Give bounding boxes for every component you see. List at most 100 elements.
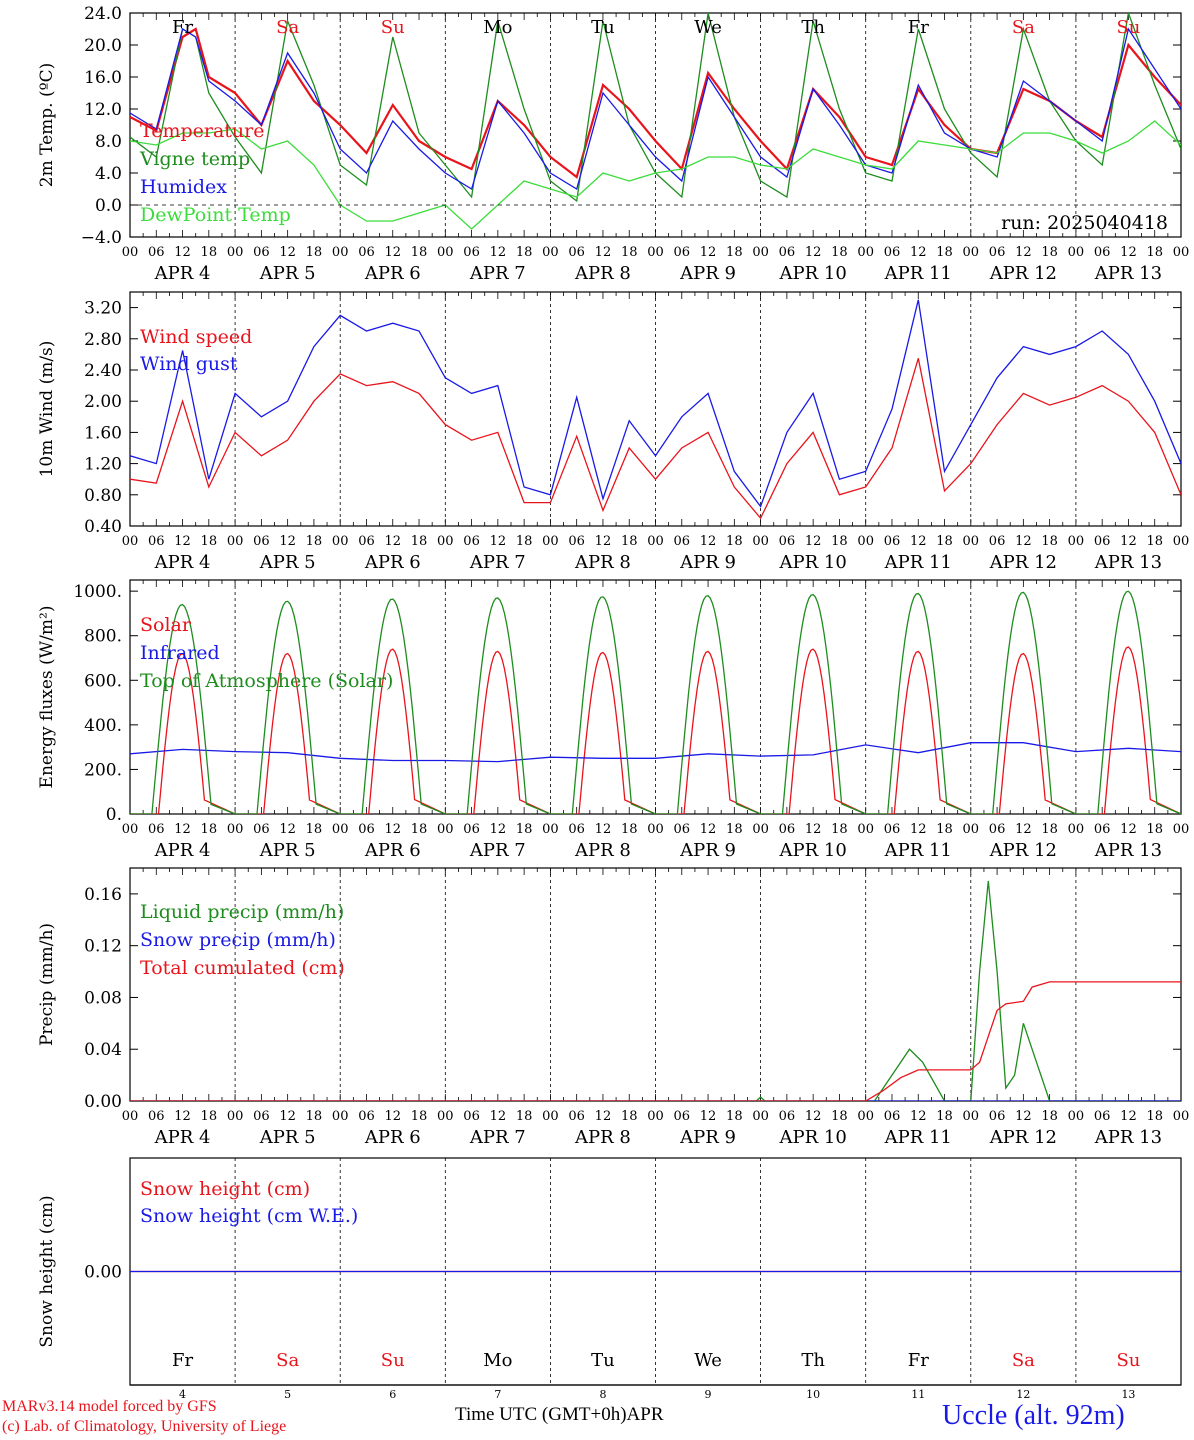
x-hour-label: 06 [989, 822, 1006, 837]
x-hour-label: 12 [490, 245, 507, 260]
x-hour-label: 00 [752, 822, 769, 837]
x-hour-label: 18 [1041, 534, 1058, 549]
y-tick-label: 20.0 [84, 36, 122, 56]
x-date-label: APR 13 [1094, 552, 1162, 573]
x-date-label: APR 11 [884, 840, 952, 861]
series-line-1 [130, 646, 1181, 814]
x-date-label: APR 12 [989, 552, 1057, 573]
x-date-label: APR 7 [469, 552, 526, 573]
x-hour-label: 00 [752, 1109, 769, 1124]
x-hour-label: 00 [542, 245, 559, 260]
x-hour-label: 06 [674, 1109, 691, 1124]
x-hour-label: 06 [1094, 245, 1111, 260]
x-hour-label: 06 [989, 245, 1006, 260]
x-hour-label: 12 [490, 1109, 507, 1124]
x-hour-label: 00 [332, 822, 349, 837]
x-hour-label: 00 [227, 1109, 244, 1124]
x-date-label: APR 6 [364, 263, 421, 284]
weekday-label-bottom: We [694, 1350, 722, 1371]
x-hour-label: 06 [568, 822, 585, 837]
x-date-label: APR 9 [679, 840, 736, 861]
x-date-label: APR 5 [259, 1127, 316, 1148]
x-date-label: APR 13 [1094, 1127, 1162, 1148]
x-date-label: APR 10 [779, 552, 847, 573]
x-hour-label: 12 [1015, 245, 1032, 260]
y-tick-label: 0.0 [95, 196, 122, 216]
x-hour-label: 00 [752, 245, 769, 260]
x-hour-label: 18 [201, 534, 218, 549]
x-hour-label: 18 [411, 1109, 428, 1124]
x-hour-label: 06 [253, 245, 270, 260]
y-tick-label: 0.04 [84, 1040, 122, 1060]
series-line-3 [130, 590, 1181, 814]
x-date-label: APR 12 [989, 1127, 1057, 1148]
x-hour-label: 12 [700, 534, 717, 549]
x-hour-label: 12 [910, 245, 927, 260]
date-number: 10 [806, 1388, 820, 1401]
x-hour-label: 18 [936, 822, 953, 837]
weekday-label: Tu [591, 17, 615, 38]
weekday-label-bottom: Su [381, 1350, 405, 1371]
x-hour-label: 12 [910, 534, 927, 549]
series-line-3 [130, 981, 1181, 1101]
x-hour-label: 12 [595, 534, 612, 549]
legend-entry: DewPoint Temp [140, 204, 291, 226]
x-hour-label: 06 [253, 1109, 270, 1124]
y-tick-label: 0.80 [84, 486, 122, 506]
x-hour-label: 00 [857, 245, 874, 260]
x-hour-label: 06 [884, 534, 901, 549]
y-tick-label: 0.00 [84, 1263, 122, 1283]
x-date-label: APR 5 [259, 840, 316, 861]
weekday-label-bottom: Mo [483, 1350, 512, 1371]
series-group [130, 590, 1181, 814]
x-hour-label: 06 [884, 822, 901, 837]
x-date-label: APR 5 [259, 552, 316, 573]
x-hour-label: 06 [148, 245, 165, 260]
x-hour-label: 06 [148, 1109, 165, 1124]
x-hour-label: 12 [805, 534, 822, 549]
x-date-label: APR 9 [679, 552, 736, 573]
x-date-label: APR 4 [154, 552, 211, 573]
x-hour-label: 12 [174, 1109, 191, 1124]
legend-entry: Liquid precip (mm/h) [140, 901, 344, 923]
x-hour-label: 06 [358, 534, 375, 549]
series-line-2 [130, 13, 1181, 203]
x-hour-label: 00 [122, 1109, 139, 1124]
x-date-label: APR 11 [884, 552, 952, 573]
legend-entry: Humidex [140, 176, 227, 198]
x-hour-label: 18 [516, 245, 533, 260]
series-line-4 [130, 120, 1181, 230]
station-label: Uccle (alt. 92m) [942, 1400, 1125, 1431]
x-hour-label: 12 [910, 1109, 927, 1124]
date-number: 7 [494, 1388, 501, 1401]
y-tick-label: 400. [84, 716, 122, 736]
x-date-label: APR 11 [884, 1127, 952, 1148]
x-hour-label: 18 [201, 1109, 218, 1124]
x-hour-label: 00 [542, 822, 559, 837]
x-hour-label: 06 [779, 822, 796, 837]
weekday-label: Fr [908, 17, 929, 38]
x-axis-month: APR [626, 1404, 664, 1425]
y-tick-label: 800. [84, 627, 122, 647]
copyright-credit: (c) Lab. of Climatology, University of L… [2, 1418, 287, 1435]
x-hour-label: 00 [1068, 1109, 1085, 1124]
x-hour-label: 06 [674, 534, 691, 549]
legend-entry: Infrared [140, 642, 220, 664]
x-hour-label: 18 [621, 245, 638, 260]
x-hour-label: 18 [1041, 1109, 1058, 1124]
series-line-3 [130, 27, 1181, 191]
legend-entry: Snow height (cm) [140, 1178, 310, 1200]
weekday-label-bottom: Sa [276, 1350, 299, 1371]
x-date-label: APR 6 [364, 552, 421, 573]
x-hour-label: 18 [621, 822, 638, 837]
x-date-label: APR 10 [779, 840, 847, 861]
x-hour-label: 18 [831, 534, 848, 549]
x-date-label: APR 11 [884, 263, 952, 284]
y-tick-label: 1.60 [84, 423, 122, 443]
date-number: 5 [284, 1388, 291, 1401]
weekday-label-bottom: Su [1116, 1350, 1140, 1371]
y-axis-label: Energy fluxes (W/m²) [37, 606, 57, 789]
date-number: 8 [599, 1388, 606, 1401]
x-hour-label: 18 [201, 822, 218, 837]
x-hour-label: 18 [516, 822, 533, 837]
